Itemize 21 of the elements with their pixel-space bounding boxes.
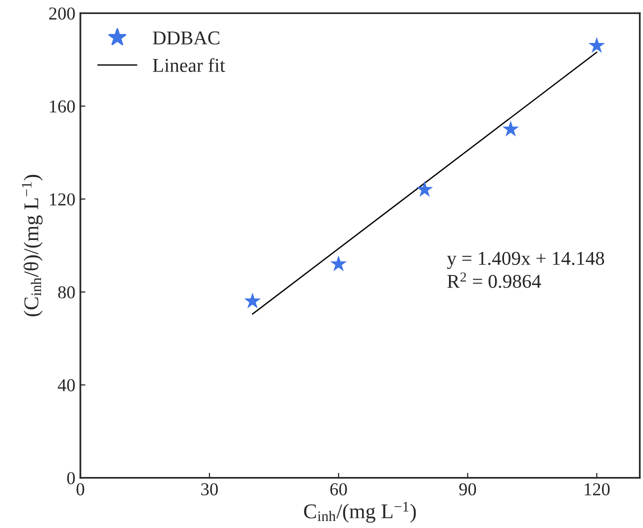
x-tick-label: 120 [584,483,610,496]
point [330,255,347,272]
x-tick-label: 30 [201,483,218,496]
y-tick-label: 40 [58,379,75,392]
x-axis-title: C$_{inh}$/(mg L$^{−1}$) [304,502,416,523]
legend-label: DDBAC [152,31,220,45]
legend-label: Linear fit [152,58,226,72]
y-axis-title: (C$_{inh}$/θ)/(mg L$^{−1}$) [22,174,43,316]
point [244,292,261,308]
point [502,120,520,136]
y-tick-label: 120 [50,193,75,206]
y-tick-label: 80 [58,286,75,298]
x-tick-label: 0 [76,483,84,496]
x-tick-label: 90 [459,483,476,496]
point [588,36,606,53]
y-tick-label: 200 [49,7,75,20]
y-tick-label: 160 [50,100,75,113]
x-tick-label: 60 [330,483,347,496]
y-tick-label: 0 [67,472,75,484]
annotation: y = 1.409x + 14.148 R$^{2}$ = 0.9864 [447,252,604,288]
point [416,180,433,197]
